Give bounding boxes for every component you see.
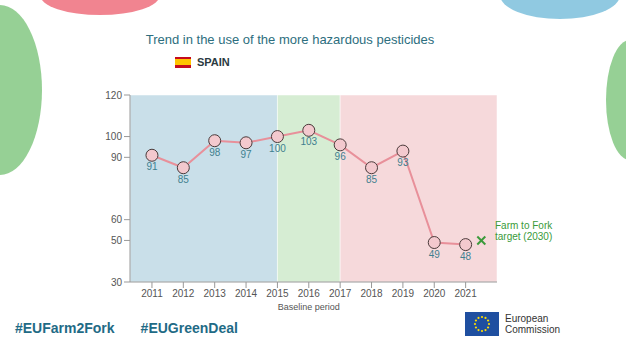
svg-text:2015: 2015 xyxy=(266,288,289,299)
svg-text:90: 90 xyxy=(111,152,123,163)
svg-text:2020: 2020 xyxy=(423,288,446,299)
svg-text:100: 100 xyxy=(269,143,286,154)
svg-text:2016: 2016 xyxy=(298,288,321,299)
svg-text:85: 85 xyxy=(178,174,190,185)
svg-text:2012: 2012 xyxy=(172,288,195,299)
svg-text:30: 30 xyxy=(111,277,123,288)
svg-text:91: 91 xyxy=(146,161,158,172)
svg-text:50: 50 xyxy=(111,235,123,246)
html-text:European Commission: European Commission xyxy=(505,313,560,335)
svg-text:100: 100 xyxy=(105,131,122,142)
svg-text:85: 85 xyxy=(366,174,378,185)
svg-text:93: 93 xyxy=(397,157,409,168)
svg-text:2011: 2011 xyxy=(141,288,163,299)
svg-text:120: 120 xyxy=(105,90,122,101)
svg-text:49: 49 xyxy=(429,249,441,260)
svg-text:96: 96 xyxy=(335,151,347,162)
html-text:Trend in the use of the more h: Trend in the use of the more hazardous p… xyxy=(145,32,435,47)
svg-text:60: 60 xyxy=(111,214,123,225)
svg-text:2017: 2017 xyxy=(329,288,352,299)
svg-text:2019: 2019 xyxy=(392,288,415,299)
svg-text:97: 97 xyxy=(240,149,252,160)
html-text:SPAIN: SPAIN xyxy=(197,56,230,68)
svg-text:98: 98 xyxy=(209,147,221,158)
svg-text:2021: 2021 xyxy=(455,288,478,299)
html-text:Farm to Fork target (2030): Farm to Fork target (2030) xyxy=(495,220,553,242)
svg-text:48: 48 xyxy=(460,251,472,262)
svg-text:103: 103 xyxy=(300,136,317,147)
html-text:#EUFarm2Fork: #EUFarm2Fork xyxy=(15,320,115,336)
html-text:#EUGreenDeal: #EUGreenDeal xyxy=(140,320,238,336)
svg-text:2013: 2013 xyxy=(204,288,227,299)
html-text:Baseline period: Baseline period xyxy=(277,302,340,312)
svg-text:2014: 2014 xyxy=(235,288,258,299)
svg-text:2018: 2018 xyxy=(360,288,383,299)
